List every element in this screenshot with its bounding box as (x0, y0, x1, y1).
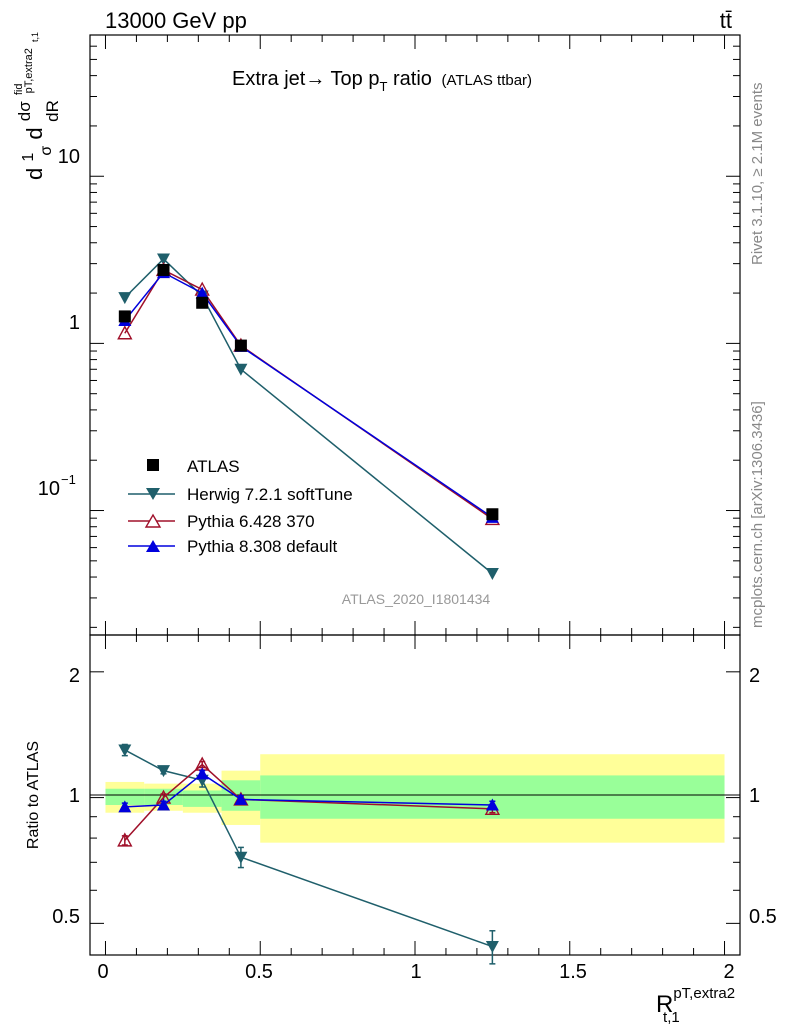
y-axis-label-main: d 1 σ d dσ fid pT,extra2 t,1 dR (2, 26, 62, 180)
y-axis-label-ratio: Ratio to ATLAS (25, 741, 42, 849)
x-axis-label: RpT,extra2 t,1 (656, 985, 735, 1024)
ratio-point-pythia-8-308-default (195, 767, 209, 780)
ratio-y-tick-1-right: 1 (749, 785, 760, 807)
side-label-mcplots: mcplots.cern.ch [arXiv:1306.3436] (749, 401, 766, 628)
ratio-y-tick-2-left: 2 (69, 665, 80, 687)
legend-label-pythia6: Pythia 6.428 370 (187, 512, 315, 531)
ratio-point-herwig-7-2-1-softtune (234, 851, 248, 864)
legend-marker-pythia6 (144, 513, 162, 528)
ratio-point-herwig-7-2-1-softtune (485, 941, 499, 954)
point-atlas (118, 310, 131, 323)
point-herwig-7-2-1-softtune (485, 567, 499, 580)
legend-marker-atlas (147, 459, 159, 471)
ratio-point-pythia-8-308-default (118, 800, 132, 813)
ratio-point-herwig-7-2-1-softtune (157, 765, 171, 778)
x-tick-1: 1 (410, 961, 421, 983)
y-tick-10: 10 (58, 146, 80, 168)
series-line-pythia-8-308-default (124, 271, 493, 518)
ratio-series (117, 743, 501, 965)
point-atlas (486, 508, 499, 521)
ratio-band-green (182, 790, 222, 807)
ratio-point-pythia-8-308-default (234, 792, 248, 805)
point-pythia-6-428-370 (117, 325, 133, 340)
ratio-y-tick-2-right: 2 (749, 665, 760, 687)
x-tick-1.5: 1.5 (559, 961, 587, 983)
point-herwig-7-2-1-softtune (234, 363, 248, 376)
legend-label-herwig: Herwig 7.2.1 softTune (187, 485, 353, 504)
series-line-pythia-6-428-370 (124, 268, 493, 520)
ratio-point-herwig-7-2-1-softtune (118, 744, 132, 757)
ratio-point-pythia-8-308-default (157, 798, 171, 811)
y-tick-0.1: 10 (38, 478, 60, 500)
legend-label-pythia8: Pythia 8.308 default (187, 537, 338, 556)
legend-marker-herwig (146, 488, 160, 500)
header-left: 13000 GeV pp (105, 8, 247, 33)
legend-marker-pythia8 (146, 540, 160, 552)
ratio-point-pythia-8-308-default (485, 798, 499, 811)
ratio-y-tick-1-left: 1 (69, 785, 80, 807)
point-pythia-8-308-default (195, 286, 209, 299)
ratio-y-tick-0.5-right: 0.5 (749, 906, 777, 928)
x-tick-0: 0 (97, 961, 108, 983)
analysis-id: ATLAS_2020_I1801434 (342, 591, 491, 607)
ratio-ticks (90, 635, 740, 955)
y-tick-1: 1 (69, 312, 80, 334)
ratio-point-pythia-6-428-370 (117, 832, 133, 847)
y-label-main: d 1 σ d dσ fid pT,extra2 t,1 dR (2, 26, 62, 180)
header-right: tt̄ (720, 8, 732, 33)
ratio-band-green (105, 788, 145, 806)
plot-title: Extra jet→ Top pT ratio (ATLAS ttbar) (232, 68, 532, 94)
legend: ATLAS Herwig 7.2.1 softTune Pythia 6.428… (128, 457, 353, 556)
ratio-y-tick-0.5-left: 0.5 (52, 906, 80, 928)
point-atlas (234, 339, 247, 352)
x-tick-0.5: 0.5 (245, 961, 273, 983)
point-herwig-7-2-1-softtune (157, 253, 171, 266)
x-tick-2: 2 (723, 961, 734, 983)
point-atlas (196, 296, 209, 309)
legend-label-atlas: ATLAS (187, 457, 240, 476)
side-label-rivet: Rivet 3.1.10, ≥ 2.1M events (749, 83, 766, 266)
point-herwig-7-2-1-softtune (118, 292, 132, 305)
point-atlas (157, 263, 170, 276)
y-tick-0.1-exponent: −1 (61, 472, 76, 487)
main-series (117, 253, 501, 580)
main-ticks (90, 34, 740, 635)
